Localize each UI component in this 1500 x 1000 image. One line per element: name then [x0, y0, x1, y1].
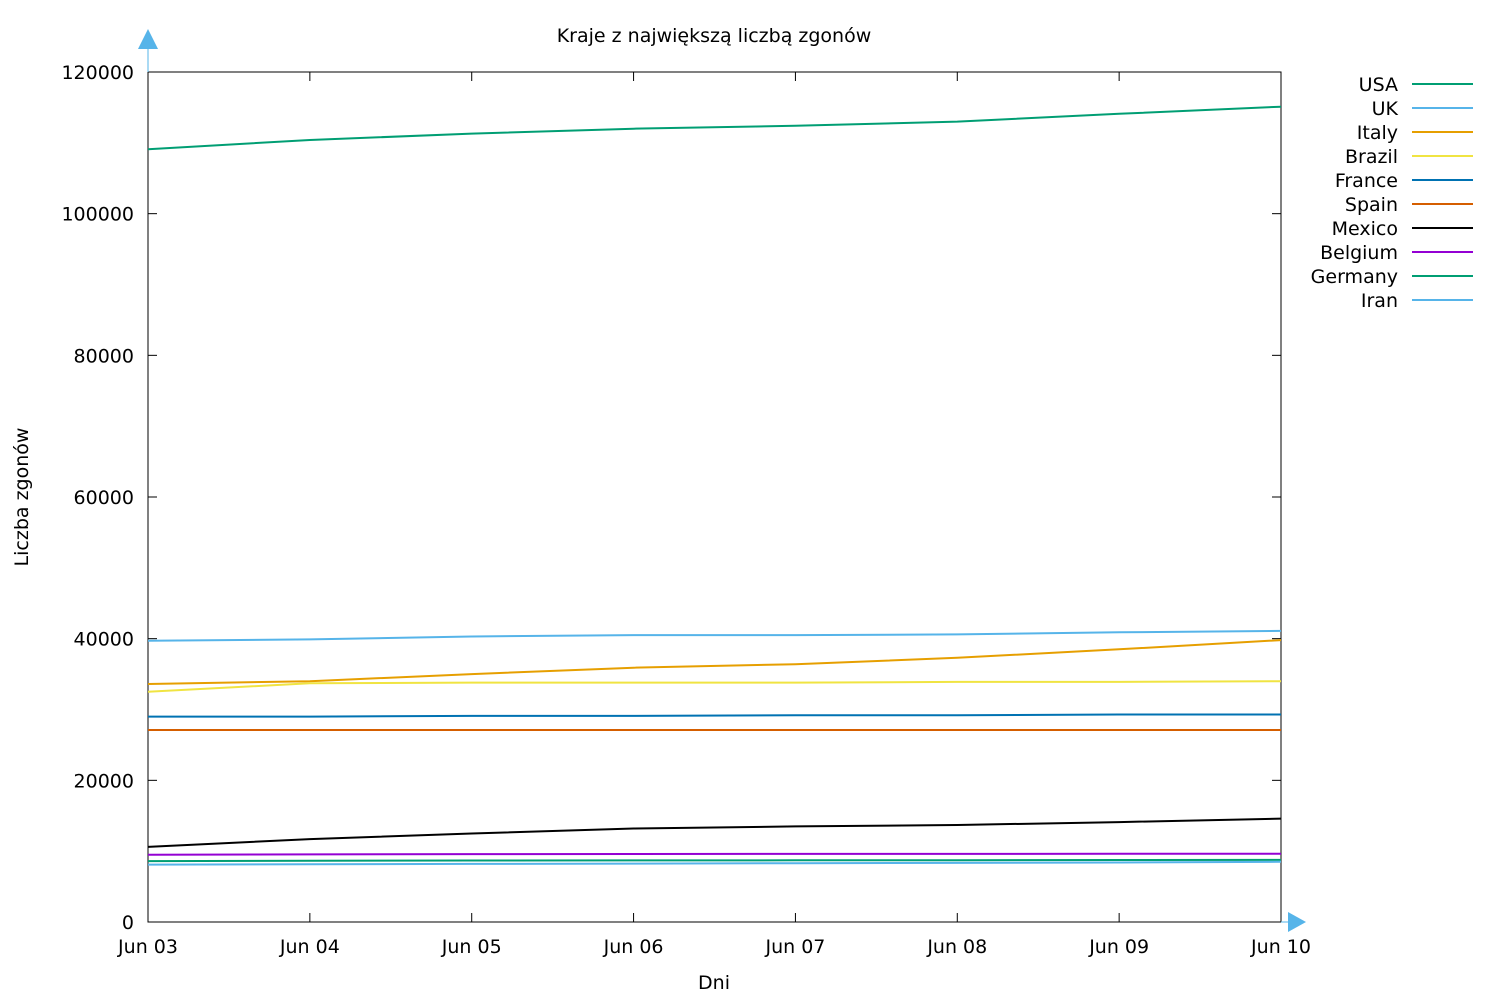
- x-axis-arrow-icon: [1288, 912, 1306, 932]
- legend: USAUKItalyBrazilFranceSpainMexicoBelgium…: [1311, 74, 1473, 312]
- series-line-germany: [147, 858, 1282, 863]
- y-axis-arrow-icon: [138, 29, 158, 49]
- y-tick-label: 100000: [61, 204, 134, 226]
- series-line-iran: [147, 860, 1282, 866]
- legend-label-brazil: Brazil: [1345, 146, 1398, 168]
- y-tick-label: 120000: [61, 62, 134, 84]
- legend-label-germany: Germany: [1311, 266, 1398, 288]
- y-tick-label: 40000: [74, 629, 134, 651]
- series-line-uk: [147, 629, 1282, 642]
- legend-label-iran: Iran: [1361, 290, 1398, 312]
- series-line-mexico: [147, 817, 1282, 848]
- chart-title: Kraje z największą liczbą zgonów: [557, 25, 872, 47]
- plot-frame: [147, 71, 1282, 923]
- x-tick-label: Jun 10: [1250, 936, 1311, 958]
- series-line-france: [148, 713, 1281, 718]
- x-tick-label: Jun 08: [926, 936, 987, 958]
- legend-label-uk: UK: [1372, 98, 1399, 120]
- series-line-belgium: [147, 852, 1282, 856]
- series-line-brazil: [147, 680, 1282, 693]
- x-tick-label: Jun 05: [441, 936, 502, 958]
- plot-area: 0 20000 40000 60000 80000 100000 120000 Jun 03 J…: [61, 29, 1311, 958]
- x-axis-title: Dni: [698, 972, 730, 994]
- series-line-italy: [147, 639, 1282, 685]
- legend-label-italy: Italy: [1357, 122, 1398, 144]
- legend-label-usa: USA: [1359, 74, 1398, 96]
- legend-label-france: France: [1335, 170, 1398, 192]
- y-tick-label: 60000: [74, 487, 134, 509]
- x-tick-label: Jun 06: [603, 936, 664, 958]
- y-axis-title: Liczba zgonów: [11, 428, 33, 567]
- series-line-usa: [147, 105, 1282, 151]
- legend-label-mexico: Mexico: [1332, 218, 1398, 240]
- x-tick-label: Jun 03: [117, 936, 178, 958]
- legend-label-belgium: Belgium: [1320, 242, 1398, 264]
- x-tick-label: Jun 04: [279, 936, 340, 958]
- y-tick-label: 80000: [74, 345, 134, 367]
- y-tick-label: 0: [122, 912, 134, 934]
- y-tick-label: 20000: [74, 770, 134, 792]
- x-tick-label: Jun 09: [1088, 936, 1149, 958]
- legend-label-spain: Spain: [1345, 194, 1398, 216]
- x-tick-label: Jun 07: [764, 936, 825, 958]
